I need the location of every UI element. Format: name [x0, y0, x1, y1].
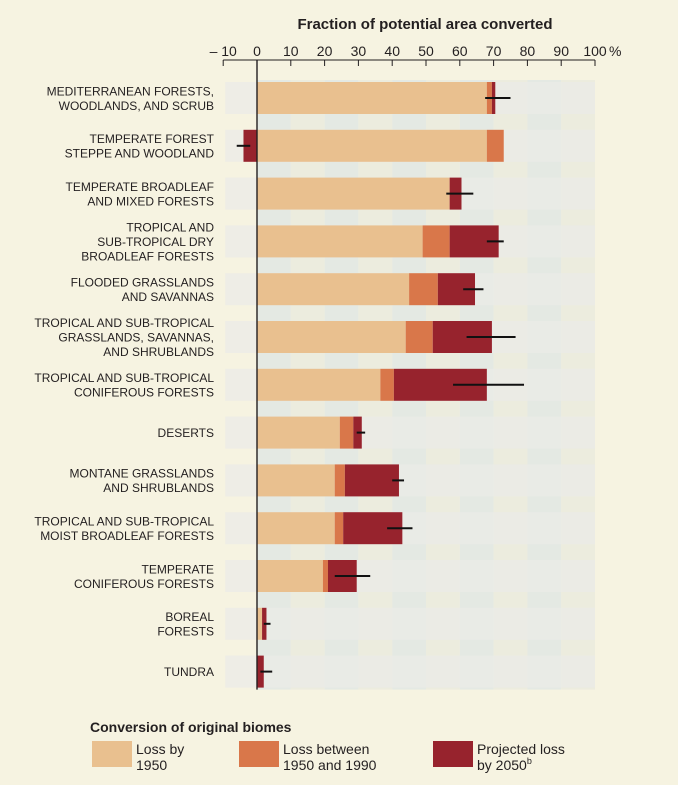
- bar-segment-2: [339, 416, 354, 449]
- legend-label: Projected loss by 2050b: [477, 741, 565, 773]
- chart-title: Fraction of potential area converted: [297, 16, 552, 33]
- category-label: TEMPERATE CONIFEROUS FORESTS: [74, 562, 214, 591]
- category-label: TROPICAL AND SUB-TROPICAL MOIST BROADLEAF…: [34, 514, 214, 543]
- bar-segment-1: [257, 273, 410, 306]
- bar-segment-1: [257, 177, 450, 210]
- tick-label: – 10: [210, 43, 237, 59]
- bar-segment-1: [257, 512, 335, 545]
- category-label: BOREAL FORESTS: [157, 610, 214, 639]
- bar-segment-1: [257, 321, 406, 353]
- category-label: TEMPERATE FOREST STEPPE AND WOODLAND: [65, 132, 215, 161]
- category-label: FLOODED GRASSLANDS AND SAVANNAS: [71, 275, 214, 304]
- legend-title: Conversion of original biomes: [90, 719, 292, 735]
- tick-label: 100: [583, 43, 607, 59]
- bar-segment-2: [409, 273, 438, 306]
- tick-label: 40: [384, 43, 400, 59]
- legend-swatch: [92, 741, 132, 767]
- category-label: TROPICAL AND SUB-TROPICAL DRY BROADLEAF FO…: [81, 220, 214, 263]
- category-label: TUNDRA: [164, 665, 214, 679]
- category-labels: MEDITERRANEAN FORESTS, WOODLANDS, AND SCR…: [34, 84, 214, 679]
- tick-label: 90: [553, 43, 569, 59]
- category-label: MEDITERRANEAN FORESTS, WOODLANDS, AND SCR…: [47, 84, 214, 113]
- tick-label: 60: [452, 43, 468, 59]
- bar-segment-2: [380, 368, 394, 401]
- bar-segment-1: [257, 560, 323, 592]
- tick-label: 20: [317, 43, 333, 59]
- tick-label: 80: [520, 43, 536, 59]
- x-axis-ticks: – 10 0 10 20 30 40 50 60 70 80 90 100%: [210, 43, 621, 66]
- bar-segment-1: [257, 416, 340, 449]
- tick-label: 10: [283, 43, 299, 59]
- bar-segment-1: [257, 464, 335, 497]
- legend-label: Loss between 1950 and 1990: [283, 741, 377, 773]
- axis-unit-label: %: [609, 43, 621, 59]
- bar-segment-3: [344, 464, 399, 497]
- bar-segment-1: [257, 607, 263, 640]
- tick-label: 70: [486, 43, 502, 59]
- bar-segment-1: [257, 368, 381, 401]
- bar-segment-2: [405, 321, 433, 353]
- category-label: TROPICAL AND SUB-TROPICAL CONIFEROUS FORE…: [34, 371, 214, 400]
- category-label: TEMPERATE BROADLEAF AND MIXED FORESTS: [66, 180, 214, 209]
- legend: Loss by 1950 Loss between 1950 and 1990 Proj…: [92, 741, 565, 773]
- bar-segment-2: [422, 225, 450, 258]
- bar-segment-2: [322, 560, 328, 592]
- bar-segment-2: [334, 512, 344, 545]
- legend-swatch: [433, 741, 473, 767]
- error-bars: [236, 97, 525, 673]
- row-background: [225, 607, 595, 640]
- bar-segment-2: [486, 129, 504, 162]
- row-background: [225, 655, 595, 688]
- legend-label: Loss by 1950: [136, 741, 184, 773]
- bar-segment-1: [257, 82, 487, 114]
- bar-segment-1: [257, 129, 487, 162]
- category-label: MONTANE GRASSLANDS AND SHRUBLANDS: [70, 467, 214, 496]
- category-label: DESERTS: [158, 426, 214, 440]
- bar-segment-1: [257, 225, 423, 258]
- tick-label: 0: [253, 43, 261, 59]
- tick-label: 50: [418, 43, 434, 59]
- category-label: TROPICAL AND SUB-TROPICAL GRASSLANDS, SAV…: [34, 316, 214, 359]
- legend-swatch: [239, 741, 279, 767]
- bar-segment-2: [334, 464, 345, 497]
- tick-label: 30: [351, 43, 367, 59]
